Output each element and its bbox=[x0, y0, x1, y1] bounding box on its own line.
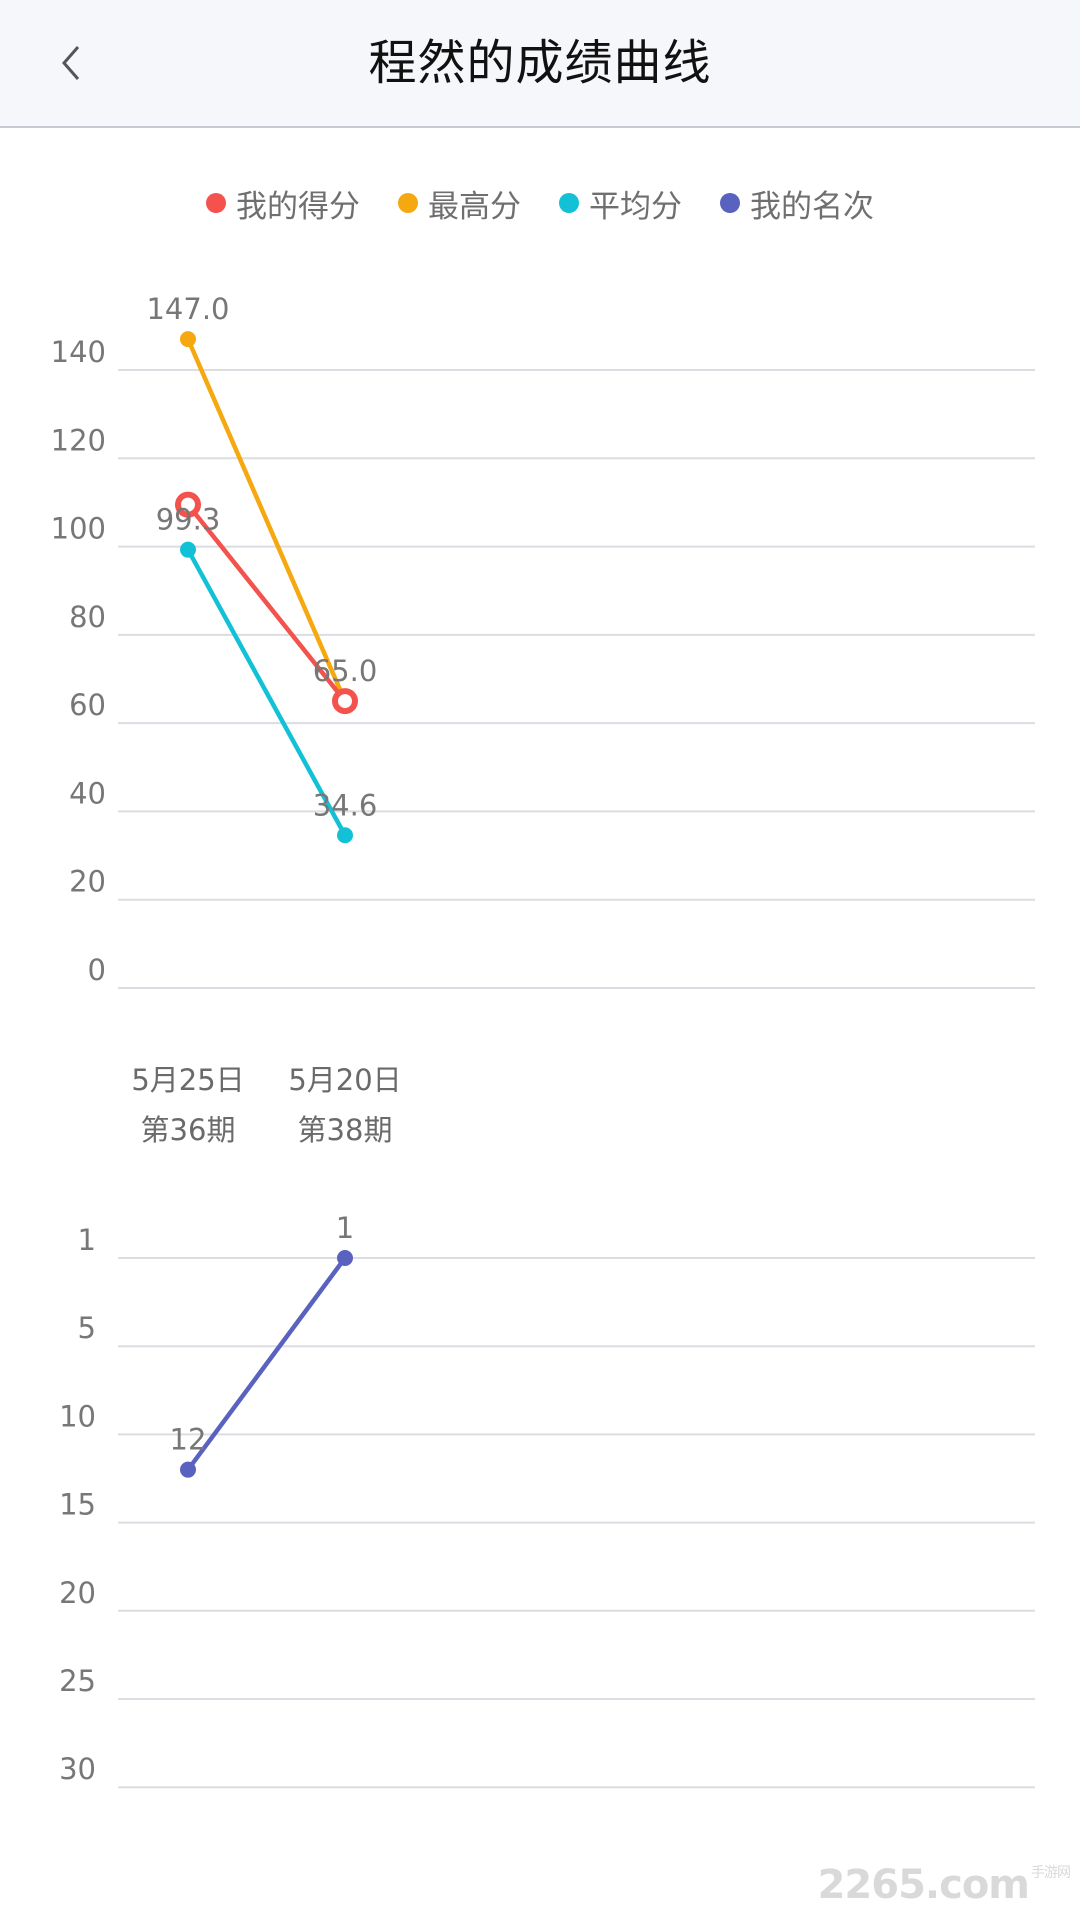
y-tick-label: 80 bbox=[69, 600, 106, 634]
data-label: 1 bbox=[336, 1211, 354, 1245]
y-tick-label: 60 bbox=[69, 688, 106, 722]
legend-label: 平均分 bbox=[589, 188, 682, 225]
series-line bbox=[186, 548, 347, 837]
data-label: 34.6 bbox=[313, 788, 378, 822]
data-point bbox=[337, 827, 353, 844]
y-tick-label: 15 bbox=[59, 1488, 96, 1522]
data-point bbox=[180, 331, 196, 348]
legend-item-max-score[interactable]: 最高分 bbox=[398, 181, 521, 226]
watermark-logo: 2265.com 手游网 bbox=[817, 1862, 1071, 1908]
y-tick-label: 120 bbox=[51, 423, 106, 457]
legend-label: 我的名次 bbox=[750, 188, 874, 225]
data-point bbox=[180, 541, 196, 558]
x-tick-date: 5月20日 bbox=[288, 1063, 401, 1097]
legend-item-my-rank[interactable]: 我的名次 bbox=[720, 181, 874, 226]
y-tick-label: 140 bbox=[51, 335, 106, 369]
x-tick-period: 第36期 bbox=[141, 1113, 236, 1147]
chart-legend: 我的得分 最高分 平均分 我的名次 bbox=[0, 178, 1080, 228]
y-tick-label: 20 bbox=[69, 865, 106, 899]
chevron-left-icon bbox=[62, 46, 80, 80]
y-tick-label: 40 bbox=[69, 776, 106, 810]
legend-dot bbox=[398, 193, 418, 213]
legend-label: 我的得分 bbox=[236, 188, 360, 225]
data-label: 12 bbox=[170, 1423, 207, 1457]
x-tick-date: 5月25日 bbox=[131, 1063, 244, 1097]
legend-item-my-score[interactable]: 我的得分 bbox=[206, 181, 360, 226]
y-tick-label: 0 bbox=[88, 953, 106, 987]
legend-dot bbox=[559, 193, 579, 213]
data-point bbox=[337, 1250, 353, 1266]
data-label: 99.3 bbox=[156, 503, 221, 537]
series-line bbox=[186, 503, 347, 703]
y-tick-label: 25 bbox=[59, 1664, 96, 1698]
data-point bbox=[175, 491, 201, 518]
legend-item-avg-score[interactable]: 平均分 bbox=[559, 181, 682, 226]
y-tick-label: 30 bbox=[59, 1752, 96, 1786]
y-tick-label: 10 bbox=[59, 1399, 96, 1433]
series-line bbox=[185, 338, 348, 702]
data-label: 65.0 bbox=[313, 654, 378, 688]
watermark-suffix: .com bbox=[924, 1862, 1030, 1908]
y-tick-label: 1 bbox=[78, 1223, 96, 1257]
y-tick-label: 20 bbox=[59, 1576, 96, 1610]
header-bar: 程然的成绩曲线 bbox=[0, 0, 1080, 128]
data-point bbox=[180, 1461, 196, 1478]
data-label: 147.0 bbox=[146, 292, 229, 326]
watermark-cn: 手游网 bbox=[1031, 1865, 1071, 1881]
legend-label: 最高分 bbox=[428, 188, 521, 225]
y-tick-label: 5 bbox=[78, 1311, 96, 1345]
series-line bbox=[186, 1256, 347, 1472]
watermark-brand: 2265 bbox=[817, 1862, 926, 1908]
y-tick-label: 100 bbox=[51, 512, 106, 546]
back-button[interactable] bbox=[38, 30, 104, 96]
page-title: 程然的成绩曲线 bbox=[368, 35, 712, 91]
x-tick-period: 第38期 bbox=[298, 1113, 393, 1147]
data-point bbox=[332, 688, 358, 715]
legend-dot bbox=[206, 193, 226, 213]
legend-dot bbox=[720, 193, 740, 213]
